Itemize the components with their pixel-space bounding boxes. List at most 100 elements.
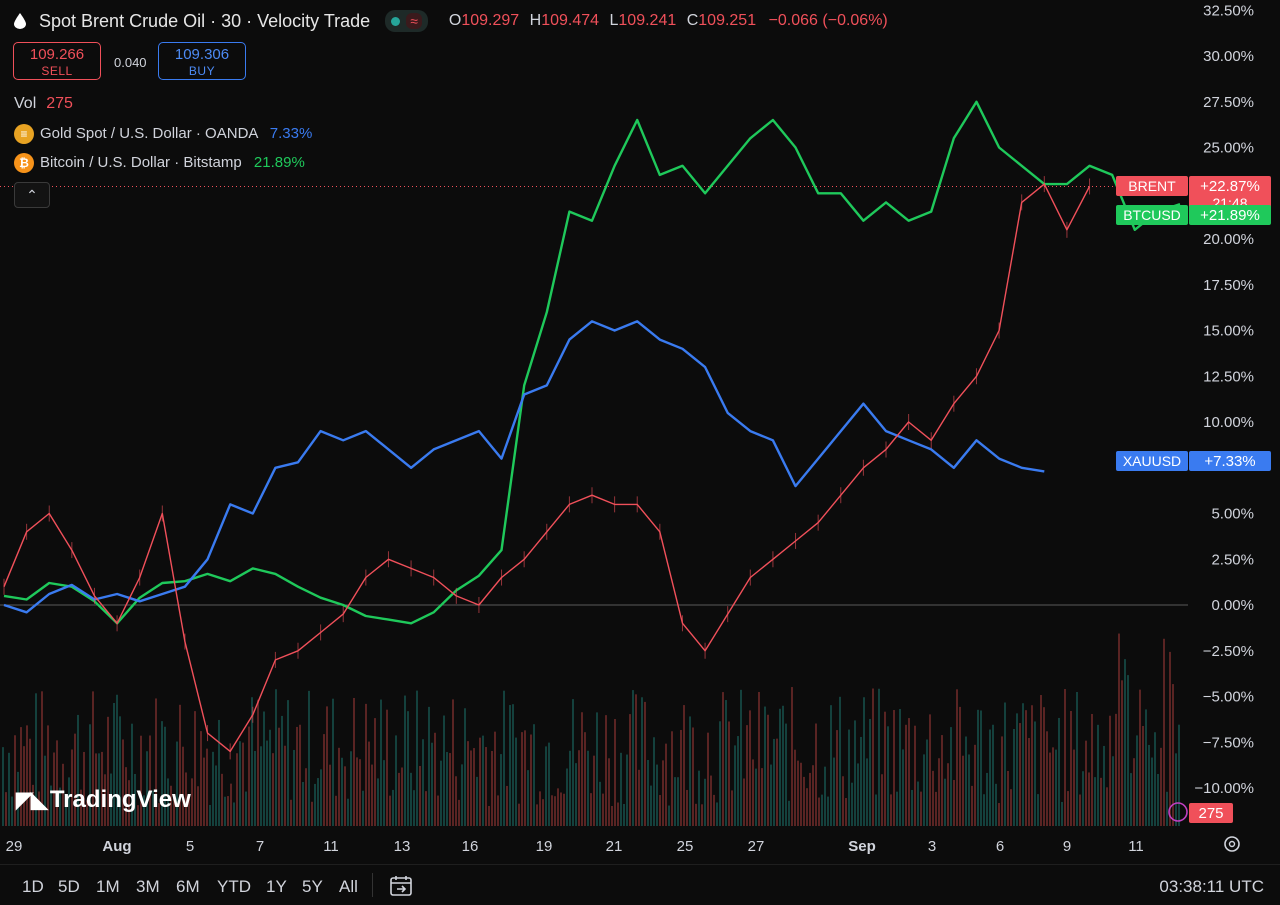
wave-icon: ≈ [406,13,422,30]
volume-bar [596,712,598,826]
compare-gold-row[interactable]: ≡ Gold Spot / U.S. Dollar · OANDA 7.33% [14,124,312,144]
tradingview-logo: ◤◣ TradingView [16,786,191,814]
volume-bar [377,778,379,826]
volume-bar [50,785,52,826]
volume-bar [884,711,886,826]
volume-bar [458,799,460,826]
volume-bar [308,690,310,826]
volume-bar [137,805,139,826]
volume-bar [740,689,742,826]
symbol-title[interactable]: Spot Brent Crude Oil · 30 · Velocity Tra… [39,10,371,31]
market-status-toggle[interactable]: ≈ [385,10,428,33]
date-range-icon[interactable] [389,875,413,897]
range-5d[interactable]: 5D [58,877,80,896]
volume-bar [1151,757,1153,826]
volume-bar [1022,703,1024,826]
y-tick-label: 10.00% [1203,414,1254,431]
volume-bar [995,783,997,826]
volume-bar [1100,777,1102,826]
volume-bar [578,750,580,826]
volume-bar [296,726,298,826]
volume-bar [284,745,286,826]
volume-bar [1103,745,1105,826]
volume-bar [524,730,526,826]
volume-bar [599,781,601,826]
sell-label: SELL [41,64,73,78]
buy-button[interactable]: 109.306 BUY [158,42,246,80]
volume-bar [845,798,847,826]
volume-bar [803,776,805,826]
volume-bar [1007,770,1009,826]
range-1m[interactable]: 1M [96,877,120,896]
volume-bar [878,688,880,826]
volume-bar [1130,773,1132,826]
volume-bar [47,725,49,826]
volume-bar [1160,747,1162,826]
volume-bar [911,789,913,826]
volume-bar [743,778,745,826]
volume-bar [1016,713,1018,826]
y-tick-label: −2.50% [1203,643,1254,660]
volume-bar [254,750,256,826]
volume-bar [812,765,814,826]
range-5y[interactable]: 5Y [302,877,323,896]
volume-bar [152,790,154,826]
volume-bar [131,723,133,826]
volume-bar [1178,724,1180,826]
volume-bar [446,752,448,826]
volume-bar [338,747,340,826]
volume-bar [950,727,952,826]
volume-bar [890,794,892,826]
volume-bar [518,803,520,826]
range-3m[interactable]: 3M [136,877,160,896]
volume-bar [5,792,7,826]
ohlc-values: O109.297 H109.474 L109.241 C109.251 −0.0… [443,12,888,29]
sell-button[interactable]: 109.266 SELL [13,42,101,80]
y-tick-label: 27.50% [1203,94,1254,111]
volume-bar [167,778,169,826]
y-tick-label: 32.50% [1203,2,1254,19]
volume-bar [290,799,292,826]
range-6m[interactable]: 6M [176,877,200,896]
sell-price: 109.266 [29,46,85,63]
range-1d[interactable]: 1D [22,877,44,896]
volume-bar [680,729,682,826]
volume-bar [278,727,280,826]
volume-bar [161,721,163,826]
volume-bar [1055,749,1057,826]
range-1y[interactable]: 1Y [266,877,287,896]
volume-bar [824,766,826,826]
volume-bar [485,747,487,826]
volume-bar [212,751,214,826]
volume-bar [218,719,220,826]
volume-bar [287,700,289,826]
x-tick-label: 6 [996,838,1004,855]
volume-bar [260,746,262,826]
volume-bar [1175,753,1177,826]
volume-bar [560,792,562,826]
settings-gear-icon[interactable] [1224,836,1240,852]
volume-bar [791,687,793,826]
volume-bar [800,762,802,826]
volume-bar [404,695,406,826]
volume-legend[interactable]: Vol 275 [14,95,73,113]
volume-bar [1052,747,1054,826]
volume-bar [506,785,508,826]
collapse-legend-button[interactable]: ⌃ [14,182,50,208]
compare-bitcoin-row[interactable]: ₿ Bitcoin / U.S. Dollar · Bitstamp 21.89% [14,153,305,173]
range-ytd[interactable]: YTD [217,877,251,896]
volume-bar [1166,791,1168,826]
volume-bar [977,709,979,826]
volume-bar [494,731,496,826]
volume-bar [581,712,583,826]
volume-bar [11,796,13,826]
volume-bar [194,711,196,826]
y-tick-label: 25.00% [1203,140,1254,157]
volume-bar [482,735,484,826]
volume-bar [233,802,235,826]
range-all[interactable]: All [339,877,358,896]
volume-bar [497,795,499,826]
ohlc-open-value: 109.297 [461,12,520,30]
volume-bar [35,693,37,826]
